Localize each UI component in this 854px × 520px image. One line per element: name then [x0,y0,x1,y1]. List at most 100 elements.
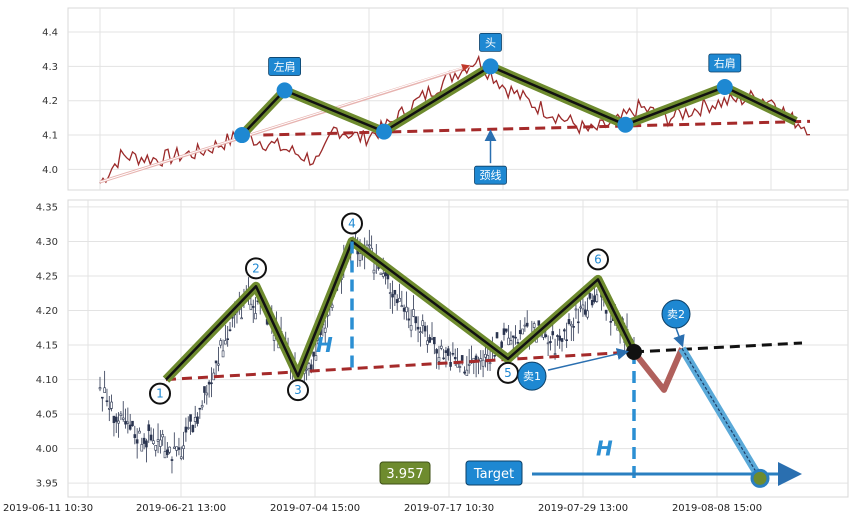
candle-body [465,369,469,376]
candle-body [523,324,527,327]
candle-body [426,340,429,345]
candle-body [305,368,308,371]
candle-body [437,356,441,362]
candle-body [433,336,436,345]
pattern-label: 头 [485,36,496,49]
wave-marker-label: 1 [156,387,164,401]
candle-body [168,446,171,453]
candle-body [518,330,522,334]
candle-body [110,401,113,409]
candle-body [479,358,483,362]
candle-body [412,309,415,317]
candle-body [595,294,599,302]
candle-body [309,364,313,370]
candle-body [214,360,218,364]
candle-body [495,332,499,339]
candle-body [486,355,490,360]
candle-body [537,320,541,326]
candle-body [458,366,462,368]
candle-body [196,416,199,424]
candle-body [323,327,327,333]
neckline-callout-box [474,165,507,185]
candle-body [546,342,550,345]
candle-body [395,299,399,304]
top-y-ticks: 4.0 4.1 4.2 4.3 4.4 [42,28,58,176]
candle-body [451,353,455,355]
candle-body [493,354,496,357]
candle-body [511,335,515,338]
wave-markers: 1 2 3 4 5 6 [149,212,642,405]
candle-body [131,420,134,427]
candle-body [205,392,209,396]
target-value-box [379,461,431,485]
top-pattern-dot [482,58,499,75]
top-neckline [263,119,811,137]
candle-body [126,421,130,424]
bottom-y-tick-label: 4.05 [36,410,58,421]
top-pattern-dot [617,116,634,133]
bottom-x-ticks: 2019-06-11 10:30 2019-06-21 13:00 2019-07-… [3,503,762,514]
wave-marker-circle [149,382,171,405]
candle-body [507,337,510,346]
wave-marker-label: 6 [594,252,602,266]
candle-body [609,321,613,323]
candle-body [532,323,536,328]
candle-body [117,420,120,424]
candle-body [330,304,334,308]
top-trend-arrow-core [99,63,470,183]
candle-body [579,306,582,309]
sell2-arrow [673,327,685,348]
candle-body [576,321,580,324]
candle-body [217,363,220,366]
bottom-x-tick-label: 2019-06-11 10:30 [3,503,93,514]
candle-body [240,317,243,320]
candle-body [379,272,383,275]
top-price-line [99,54,811,184]
candle-body [551,331,555,336]
candle-body [446,348,450,356]
sell2-marker [661,299,691,329]
candle-body [219,340,223,346]
candle-body [121,417,125,420]
candle-body [430,338,434,340]
candle-body [553,353,557,355]
height-label-left: H [316,333,333,357]
candle-body [372,269,376,274]
top-y-tick-label: 4.0 [42,165,58,176]
pattern-label-box [479,32,502,52]
candle-body [163,451,167,459]
candle-body [179,456,183,459]
candle-body [156,439,160,442]
candle-body [414,316,418,324]
wave-marker-label: 2 [252,261,260,275]
bottom-x-tick-label: 2019-06-21 13:00 [136,503,226,514]
bottom-panel: 3.95 4.00 4.05 4.10 4.15 4.20 4.25 4.30 4.35 201… [3,199,849,514]
candle-body [467,363,471,366]
bottom-neckline [165,350,635,382]
candle-body [588,293,592,299]
top-pattern-dot [376,123,392,140]
sell1-label: 卖1 [523,370,541,383]
bottom-y-tick-label: 4.35 [36,202,58,213]
candle-body [565,339,568,342]
candle-body [210,382,213,385]
candle-body [514,336,517,339]
candle-body [563,329,566,332]
candle-body [381,273,385,277]
candle-body [500,341,503,348]
wave-marker-label: 3 [294,383,302,397]
candle-body [400,305,404,307]
candle-body [572,326,575,328]
candle-body [128,424,132,430]
candle-body [590,299,594,306]
top-pattern-dot [234,127,250,144]
candle-body [509,340,513,345]
bottom-y-tick-label: 4.30 [36,237,58,248]
wave-marker-circle [587,248,609,271]
candle-body [152,440,155,444]
candle-body [416,326,420,330]
candle-body [516,342,520,344]
candle-body [544,334,548,338]
